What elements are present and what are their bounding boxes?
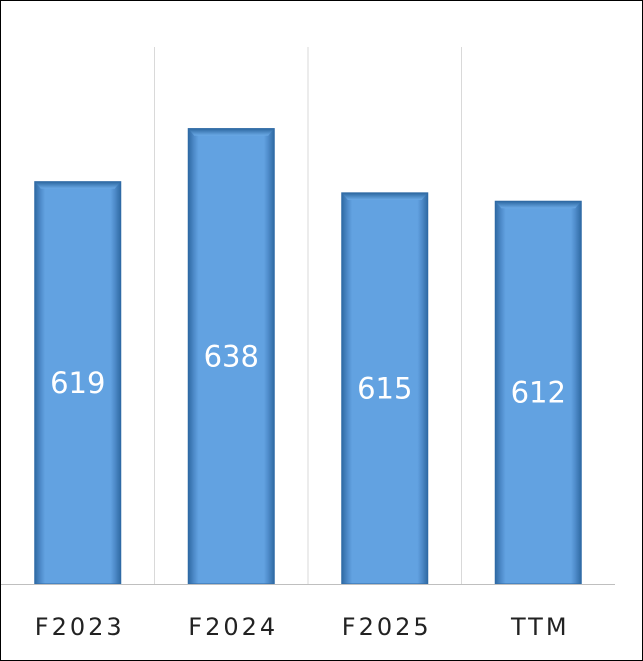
data-label: 615 <box>357 371 412 405</box>
bar <box>494 200 582 585</box>
bar-f2023 <box>34 181 122 585</box>
bar <box>341 192 429 585</box>
bar-top-bevel <box>495 201 582 209</box>
data-label: 619 <box>50 366 105 400</box>
x-tick-label: F2024 <box>188 613 278 641</box>
data-labels: 619 638 615 612 <box>50 339 566 409</box>
bars <box>34 128 582 585</box>
data-label: 638 <box>204 339 259 373</box>
bar-f2024 <box>187 128 275 585</box>
x-axis-tick-labels: F2023 F2024 F2025 TTM <box>35 613 570 641</box>
x-tick-label: F2025 <box>342 613 432 641</box>
gridlines <box>154 47 462 584</box>
data-label: 612 <box>511 376 566 410</box>
bar-ttm <box>494 200 582 585</box>
bar-top-bevel <box>188 128 275 136</box>
bar <box>34 181 122 585</box>
bar-top-bevel <box>341 192 428 200</box>
x-tick-label: TTM <box>510 613 570 641</box>
bar-top-bevel <box>34 181 121 189</box>
bar-f2025 <box>341 192 429 585</box>
bar <box>187 128 275 585</box>
x-tick-label: F2023 <box>35 613 125 641</box>
